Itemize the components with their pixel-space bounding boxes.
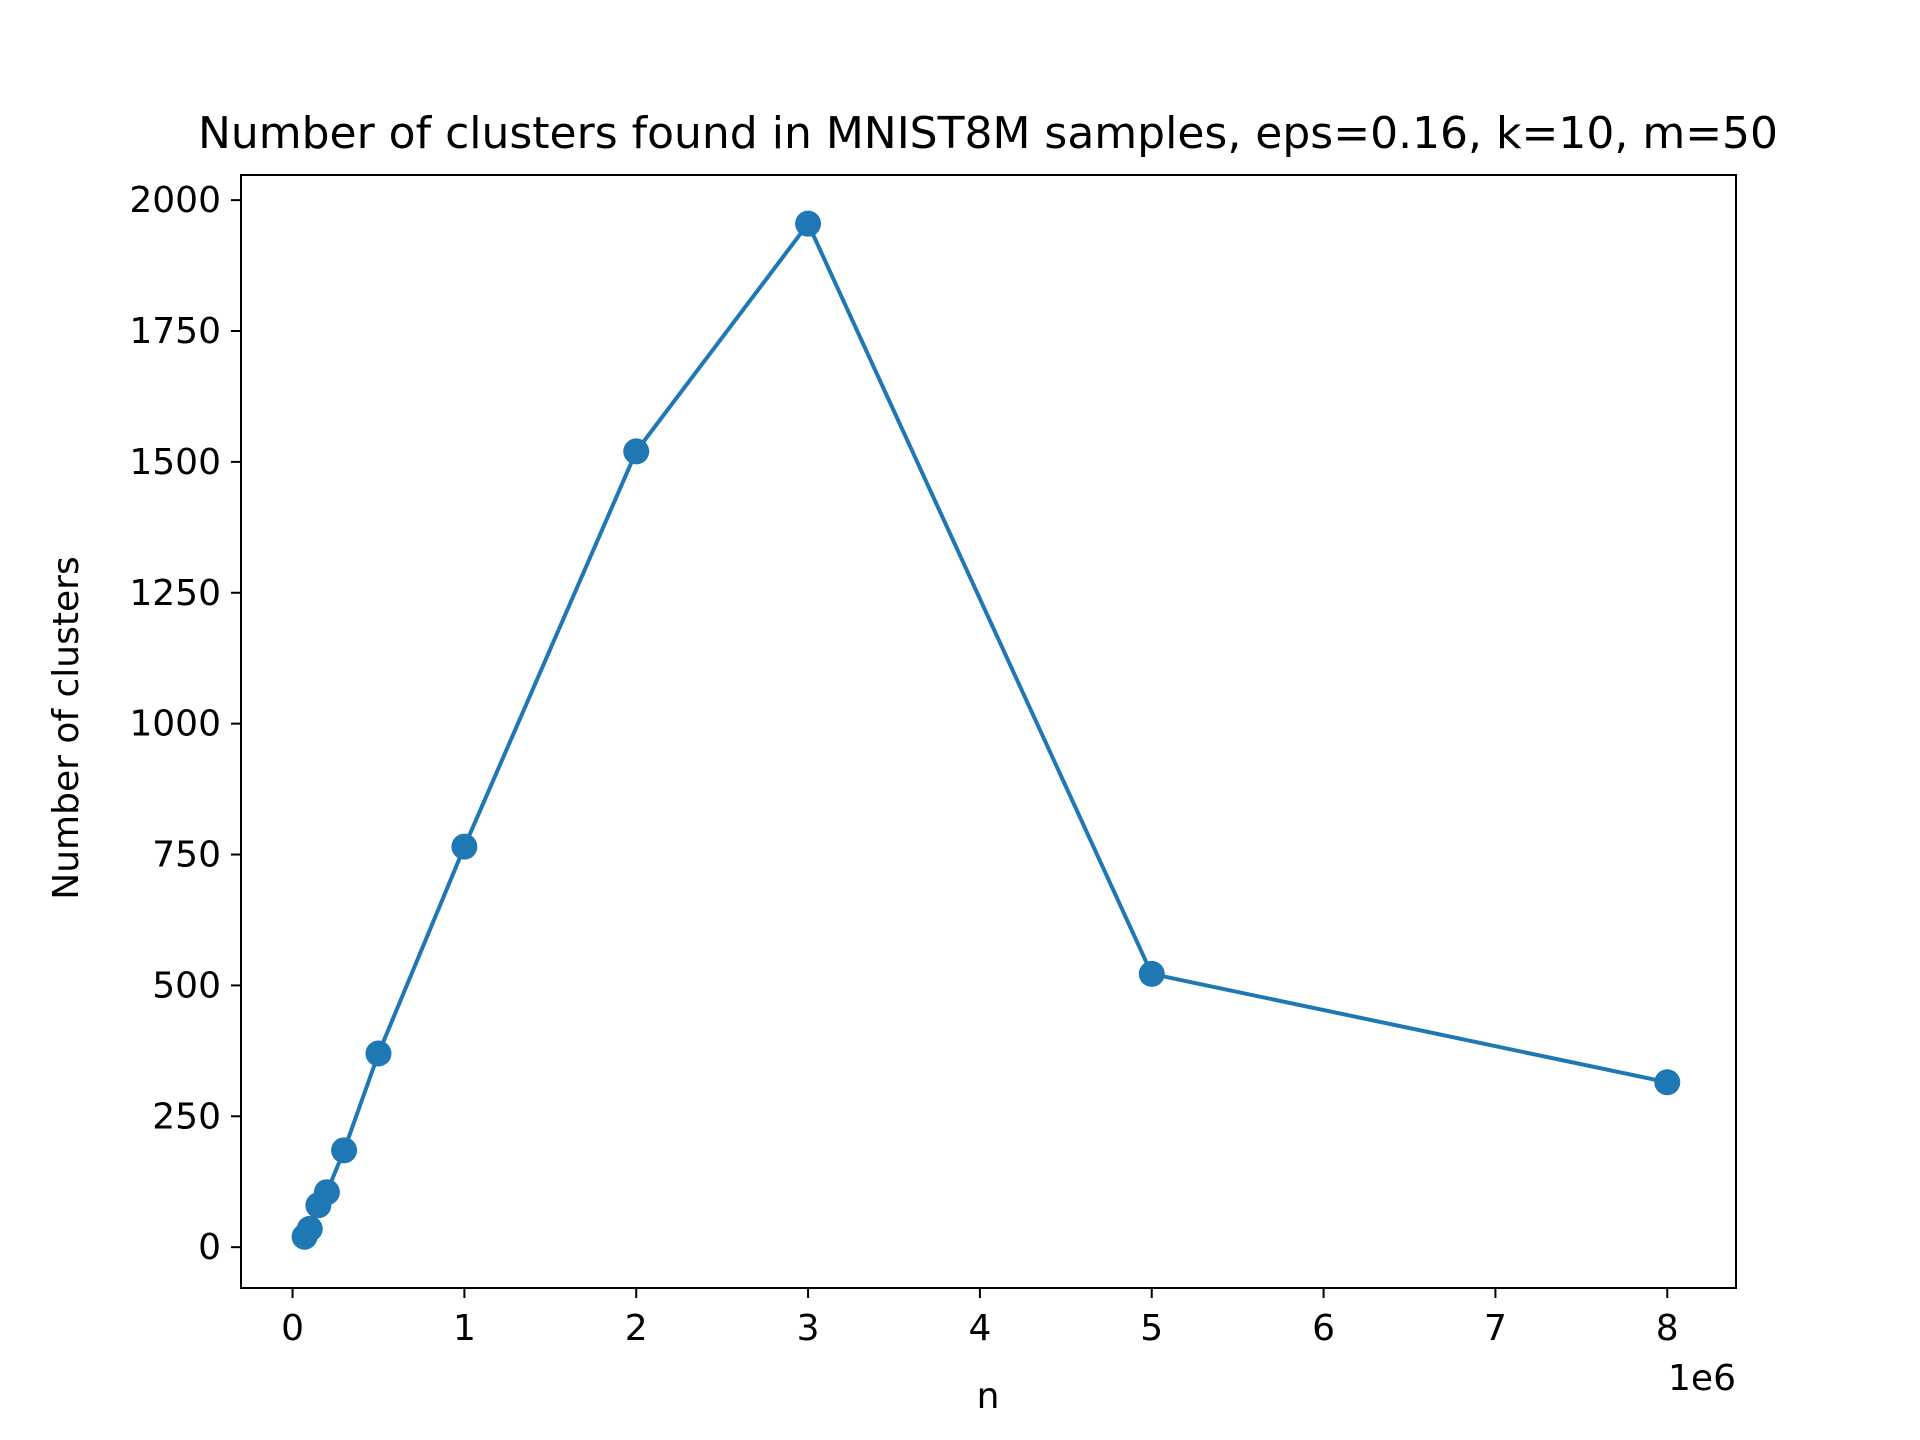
x-tick-label: 8 — [1656, 1308, 1679, 1349]
x-tick-label: 6 — [1312, 1308, 1335, 1349]
y-tick-label: 1250 — [129, 573, 221, 614]
data-point — [451, 833, 478, 860]
y-tick-label: 500 — [152, 965, 221, 1006]
y-tick-label: 1000 — [129, 704, 221, 745]
plot-area: 0 1 2 3 4 5 6 7 8 0 250 500 750 1000 1250 1500 1750 2000 — [129, 174, 1737, 1349]
y-tick-label: 1750 — [129, 311, 221, 352]
axes-frame — [240, 174, 1737, 1289]
chart-title: Number of clusters found in MNIST8M samp… — [198, 108, 1778, 159]
data-point — [1654, 1069, 1681, 1096]
y-tick-label: 2000 — [129, 180, 221, 221]
series-line — [302, 221, 1668, 1238]
y-tick-label: 0 — [198, 1227, 221, 1268]
data-point — [795, 210, 822, 237]
x-tick-label: 5 — [1140, 1308, 1163, 1349]
y-tick-label: 1500 — [129, 442, 221, 483]
x-tick-label: 7 — [1484, 1308, 1507, 1349]
x-axis-label: n — [977, 1376, 1000, 1417]
y-tick-label: 250 — [152, 1096, 221, 1137]
data-point — [296, 1215, 323, 1242]
x-tick-label: 1 — [453, 1308, 476, 1349]
y-axis-label: Number of clusters — [46, 556, 87, 899]
data-point — [331, 1137, 358, 1164]
data-point — [313, 1179, 340, 1206]
x-tick-label: 0 — [281, 1308, 304, 1349]
x-tick-label: 2 — [625, 1308, 648, 1349]
data-point — [1138, 960, 1165, 987]
x-tick-label: 3 — [797, 1308, 820, 1349]
data-point — [623, 438, 650, 465]
x-axis-offset-label: 1e6 — [1668, 1358, 1736, 1399]
data-point — [365, 1040, 392, 1067]
x-tick-label: 4 — [968, 1308, 991, 1349]
y-tick-label: 750 — [152, 835, 221, 876]
